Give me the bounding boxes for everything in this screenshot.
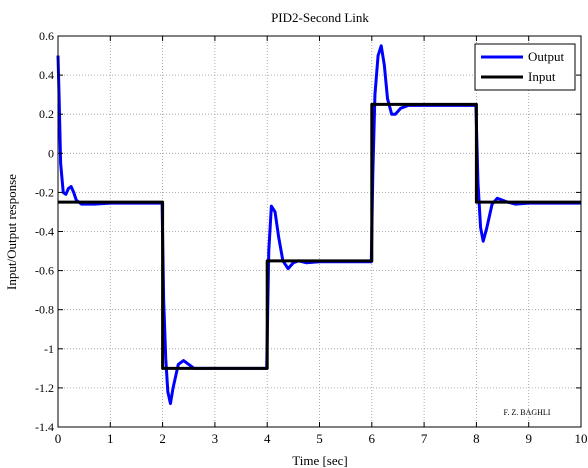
y-tick-label: 0.2: [39, 107, 54, 121]
x-tick-label: 3: [212, 431, 219, 446]
legend: Output Input: [474, 43, 576, 91]
x-axis: 0 1 2 3 4 5 6 7 8 9 10: [55, 36, 588, 446]
x-tick-label: 4: [264, 431, 271, 446]
x-tick-label: 10: [575, 431, 588, 446]
x-tick-label: 6: [369, 431, 376, 446]
x-tick-label: 1: [107, 431, 114, 446]
y-tick-label: -0.4: [35, 225, 54, 239]
x-tick-label: 7: [421, 431, 428, 446]
y-tick-label: -1: [44, 342, 54, 356]
x-tick-label: 9: [525, 431, 532, 446]
y-tick-label: 0.6: [39, 29, 54, 43]
y-tick-label: -1.2: [35, 381, 54, 395]
series-line-input: [58, 102, 581, 370]
author-annotation: F. Z. BAGHLI: [504, 408, 551, 417]
legend-output-label: Output: [528, 49, 565, 64]
x-tick-label: 2: [159, 431, 166, 446]
y-axis-label: Input/Output response: [4, 174, 19, 290]
y-tick-label: -0.2: [35, 185, 54, 199]
legend-box: [474, 43, 576, 91]
y-tick-label: -0.6: [35, 264, 54, 278]
y-tick-label: -0.8: [35, 303, 54, 317]
y-tick-label: -1.4: [35, 420, 54, 434]
x-tick-label: 5: [316, 431, 323, 446]
x-axis-label: Time [sec]: [292, 453, 348, 468]
chart-title: PID2-Second Link: [271, 10, 369, 25]
x-tick-label: 0: [55, 431, 62, 446]
legend-input-label: Input: [528, 69, 556, 84]
x-tick-label: 8: [473, 431, 480, 446]
series-layer: [56, 44, 581, 406]
grid: [58, 36, 581, 427]
y-tick-label: 0.4: [39, 68, 54, 82]
y-tick-label: 0: [48, 146, 54, 160]
y-axis: -1.4 -1.2 -1 -0.8 -0.6 -0.4 -0.2 0 0.2 0.4 0.6: [35, 29, 581, 434]
